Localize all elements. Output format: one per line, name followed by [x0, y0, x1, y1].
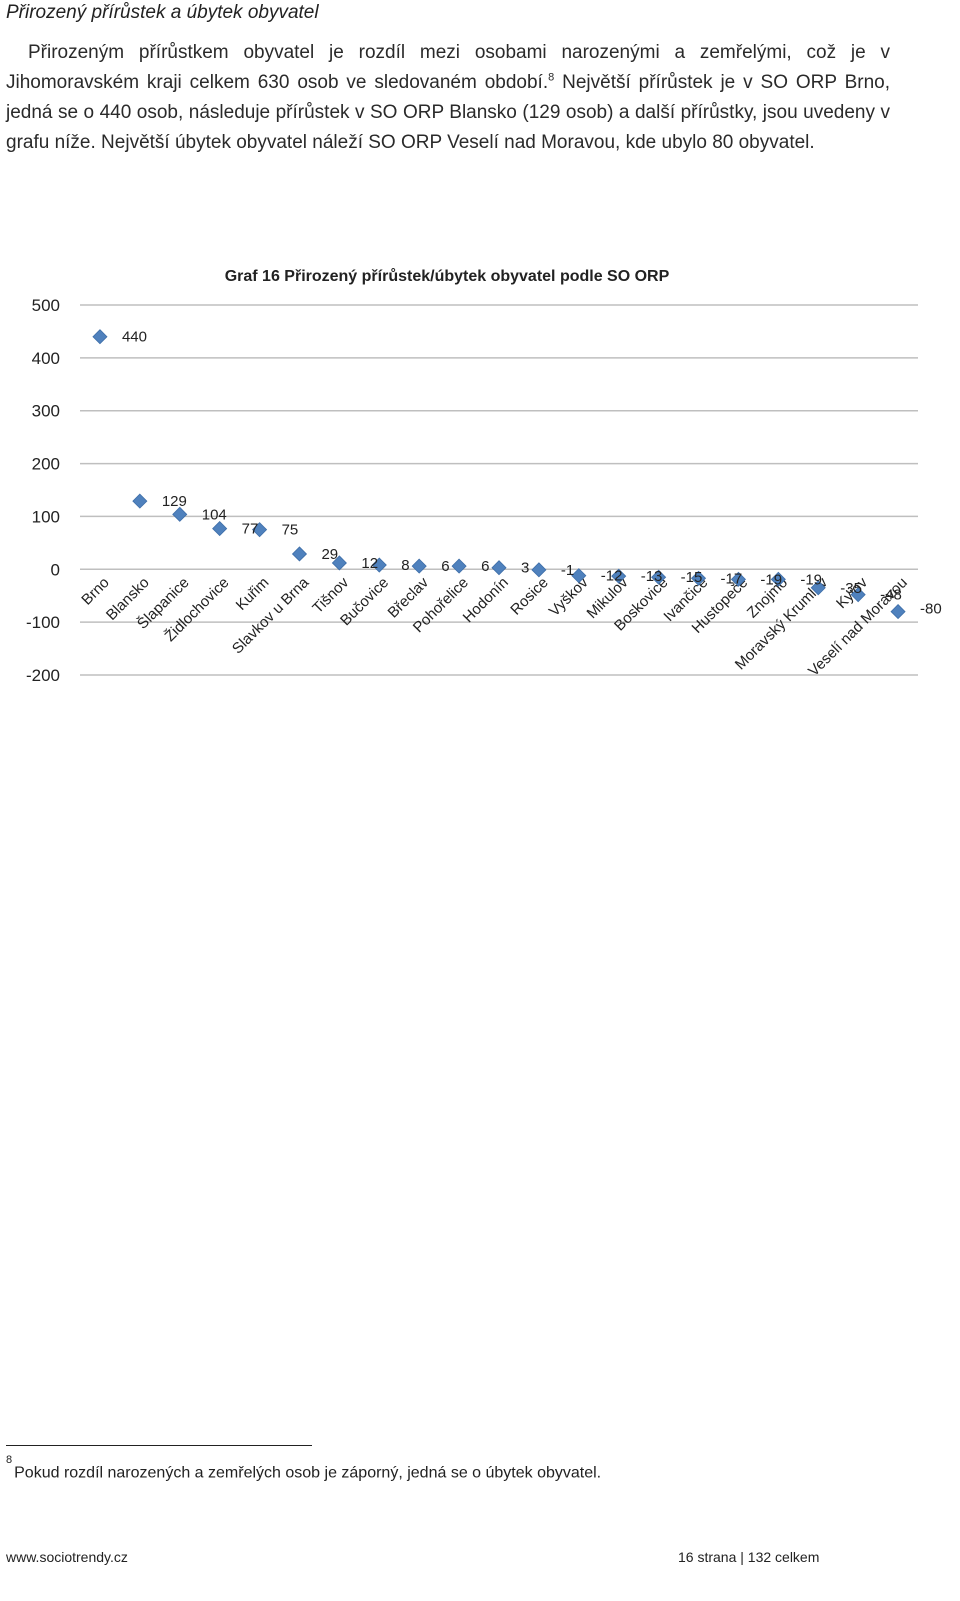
footnote-text: Pokud rozdíl narozených a zemřelých osob…: [14, 1464, 602, 1482]
footer-website: www.sociotrendy.cz: [6, 1549, 128, 1565]
data-point: [331, 555, 347, 571]
natural-increase-chart: Graf 16 Přirozený přírůstek/úbytek obyva…: [26, 268, 942, 685]
y-tick-label: 100: [32, 507, 60, 526]
data-point: [252, 522, 268, 538]
data-point: [770, 571, 786, 587]
data-point: [92, 329, 108, 345]
section-heading: Přirozený přírůstek a úbytek obyvatel: [6, 2, 319, 23]
data-label: -12: [601, 568, 623, 585]
footnote: 8Pokud rozdíl narozených a zemřelých oso…: [6, 1454, 602, 1482]
data-point: [690, 570, 707, 586]
data-point: [132, 493, 148, 509]
y-tick-label: -200: [26, 666, 60, 685]
data-point: [491, 560, 507, 576]
data-label: 12: [361, 555, 378, 572]
data-point: [531, 562, 547, 578]
footer-page-info: 16 strana | 132 celkem: [678, 1549, 820, 1565]
data-label: 29: [321, 546, 338, 563]
data-points: [92, 329, 906, 620]
data-label: -17: [721, 570, 743, 587]
data-label: -19: [800, 571, 822, 588]
intro-text-part2: Největší přírůstek je v SO ORP Brno, jed…: [6, 72, 890, 153]
data-point: [371, 557, 387, 573]
data-point: [451, 558, 467, 574]
x-tick-label: Brno: [78, 574, 112, 608]
data-label: 8: [401, 557, 409, 574]
data-labels: 440 129 104 77 75 29 12 8 6 6 3 -1 -12 -13 -15 -17 -19 -1…: [122, 329, 942, 618]
data-point: [291, 546, 308, 562]
footnote-number: 8: [6, 1454, 13, 1466]
data-label: 440: [122, 329, 147, 346]
data-label: 129: [162, 493, 187, 510]
data-point: [850, 587, 866, 603]
data-point: [730, 571, 746, 587]
data-point: [212, 521, 228, 537]
data-label: -15: [681, 569, 703, 586]
data-point: [571, 568, 587, 584]
y-tick-label: 400: [32, 349, 60, 368]
data-label: 6: [441, 558, 449, 575]
y-tick-label: -100: [26, 613, 60, 632]
footnote-reference: 8: [548, 71, 555, 84]
data-label: -48: [880, 587, 902, 604]
data-label: 3: [521, 560, 529, 577]
data-label: -13: [641, 568, 663, 585]
y-tick-label: 300: [32, 402, 60, 421]
data-label: 104: [202, 506, 227, 523]
data-point: [890, 604, 906, 620]
data-label: -80: [920, 601, 942, 618]
y-tick-label: 0: [51, 560, 60, 579]
y-tick-label: 200: [32, 455, 60, 474]
data-label: 75: [282, 522, 299, 539]
data-point: [611, 568, 627, 584]
data-point: [810, 580, 826, 596]
data-label: 6: [481, 558, 489, 575]
y-axis-ticks: 500 400 300 200 100 0 -100 -200: [26, 296, 60, 685]
x-tick-label: Rosice: [507, 574, 551, 618]
chart-title: Graf 16 Přirozený přírůstek/úbytek obyva…: [225, 268, 670, 285]
footnote-divider: [6, 1445, 312, 1446]
data-point: [411, 558, 427, 574]
data-point: [651, 569, 667, 585]
data-label: -19: [760, 571, 782, 588]
data-label: -1: [561, 562, 574, 579]
data-point: [172, 506, 188, 522]
intro-text-part1: Přirozeným přírůstkem obyvatel je rozdíl…: [6, 42, 890, 93]
data-label: -35: [840, 580, 862, 597]
data-label: 77: [242, 521, 259, 538]
x-tick-label: Vyškov: [546, 574, 592, 620]
y-tick-label: 500: [32, 296, 60, 315]
intro-paragraph: Přirozeným přírůstkem obyvatel je rozdíl…: [6, 38, 890, 158]
